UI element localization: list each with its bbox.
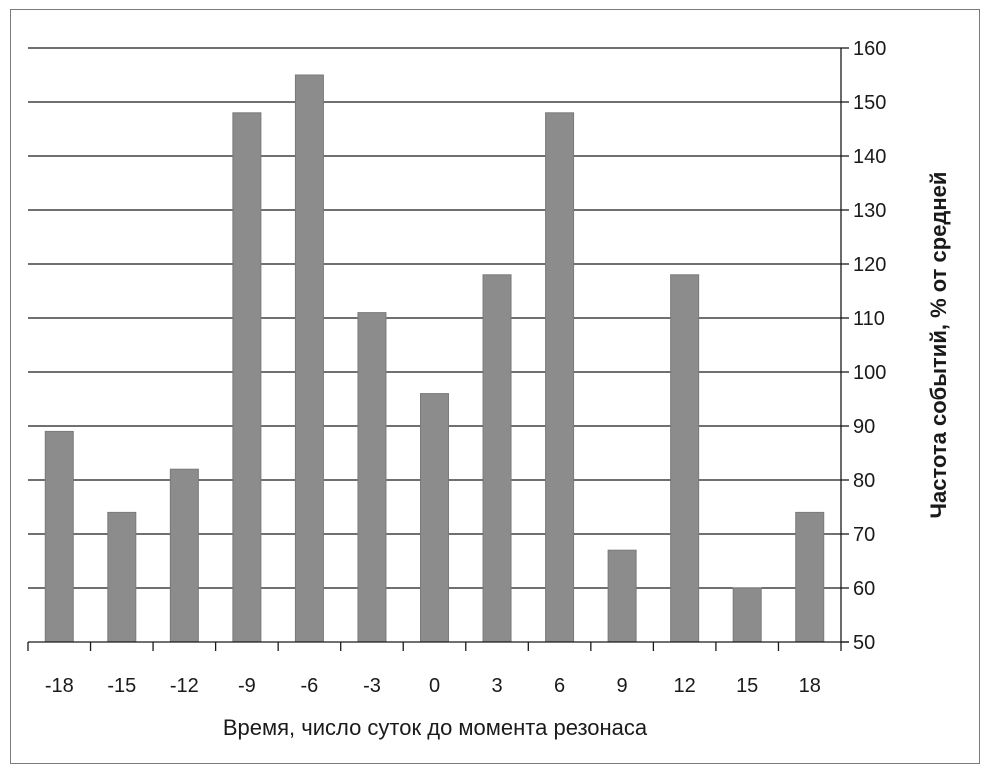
y-tick-label: 60 [853,578,875,600]
bar [232,112,262,643]
bars [44,74,825,643]
x-tick-label: 3 [491,675,502,697]
y-tick-label: 100 [853,362,886,384]
y-tick-label: 150 [853,92,886,114]
y-tick-label: 130 [853,200,886,222]
x-tick-label: 9 [617,675,628,697]
x-tick-label: 0 [429,675,440,697]
y-tick-label: 90 [853,416,875,438]
x-tick-label: 18 [799,675,821,697]
x-tick-label: -6 [301,675,319,697]
x-tick-label: 6 [554,675,565,697]
x-tick-label: -12 [170,675,199,697]
x-tick-label: -9 [238,675,256,697]
x-tick-label: 12 [674,675,696,697]
bar [482,274,512,643]
bar [795,511,825,643]
y-axis-title: Частота событий, % от средней [926,172,951,519]
bar [420,393,449,643]
bar [607,549,637,643]
x-tick-labels: -18 -15 -12 -9 -6 -3 0 3 6 9 12 15 18 [45,675,821,697]
bar [44,430,74,643]
y-tick-label: 120 [853,254,886,276]
bar [294,74,324,643]
bar [169,468,199,643]
x-tick-label: -3 [363,675,381,697]
y-tick-label: 110 [853,308,885,330]
bar [545,112,575,643]
x-tick-label: -18 [45,675,74,697]
bar [670,274,700,643]
bar [357,312,387,643]
x-tick-label: 15 [736,675,758,697]
bar [732,587,762,643]
y-tick-labels: 50 60 70 80 90 100 110 120 130 140 150 160 [853,38,886,654]
axes [27,47,849,651]
y-tick-label: 50 [853,632,875,654]
y-tick-label: 70 [853,524,875,546]
gridlines [28,47,841,589]
x-axis-title: Время, число суток до момента резонаса [223,715,648,740]
y-tick-label: 80 [853,470,875,492]
y-tick-label: 160 [853,38,886,60]
bar [107,511,137,643]
y-tick-label: 140 [853,146,886,168]
x-tick-label: -15 [107,675,136,697]
